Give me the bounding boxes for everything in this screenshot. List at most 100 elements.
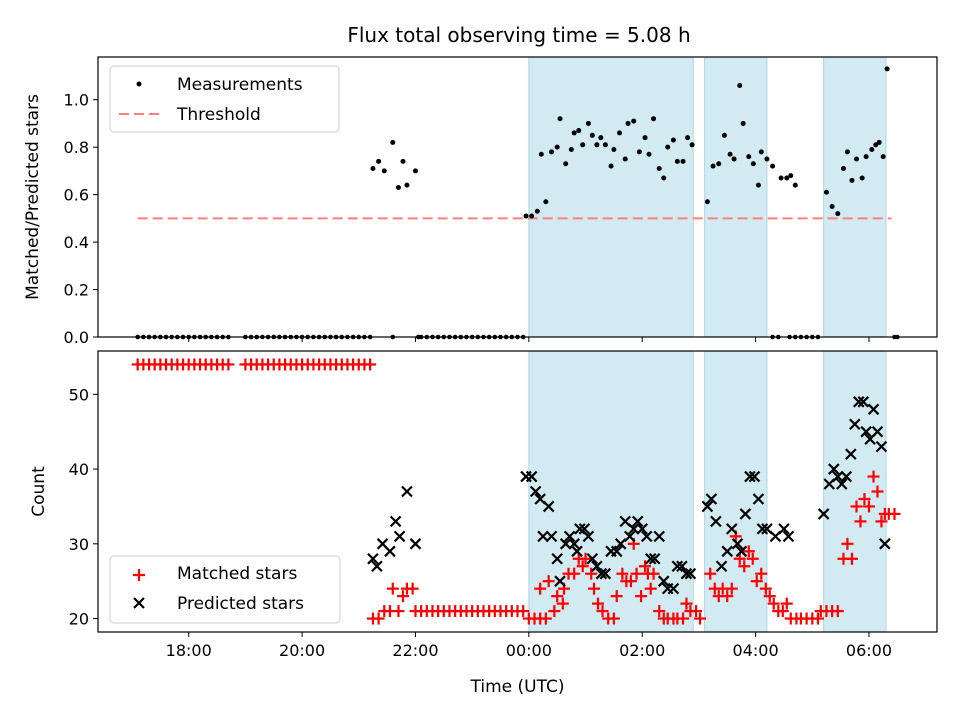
top-shaded-interval-0 (528, 56, 694, 338)
predicted-star-point (586, 552, 599, 565)
matched-star-point (396, 590, 409, 603)
matched-star-point (596, 605, 609, 618)
x-stroke (648, 552, 661, 565)
measurement-point (571, 130, 577, 136)
predicted-star-point (739, 508, 752, 520)
predicted-star-point (623, 530, 636, 543)
matched-star-point (888, 507, 901, 520)
predicted-star-point (554, 575, 566, 587)
matched-star-point (850, 500, 863, 513)
x-stroke (631, 515, 644, 528)
measurement-point (646, 151, 652, 157)
predicted-star-point (667, 582, 680, 595)
x-stroke (680, 567, 693, 580)
x-stroke (701, 500, 714, 513)
top-legend-box (109, 65, 340, 133)
x-stroke (735, 545, 748, 558)
measurement-point (529, 213, 535, 219)
x-stroke (554, 575, 566, 587)
matched-star-point (867, 470, 880, 483)
matched-star-point (871, 485, 884, 498)
matched-star-point (721, 590, 734, 603)
measurement-point (685, 135, 691, 141)
x-stroke (644, 552, 657, 565)
top-shaded-interval-2 (823, 56, 887, 338)
predicted-star-point (680, 567, 693, 580)
predicted-star-point (529, 485, 542, 498)
predicted-star-point (867, 403, 880, 416)
measurement-point (538, 151, 544, 157)
measurement-point (721, 132, 727, 138)
measurement-point (844, 149, 850, 155)
x-stroke (401, 485, 413, 498)
x-stroke (537, 530, 549, 543)
legend-predicted-marker (133, 597, 145, 609)
x-stroke (871, 425, 884, 438)
predicted-star-point (653, 530, 666, 543)
predicted-star-point (582, 530, 595, 543)
matched-star-point (694, 612, 707, 625)
measurement-point (859, 175, 865, 181)
measurement-point (710, 163, 716, 169)
predicted-star-point (849, 418, 861, 431)
x-stroke (657, 575, 670, 587)
matched-star-point (364, 358, 377, 371)
bottom-legend: Matched stars Predicted stars (109, 555, 341, 624)
matched-star-point (386, 582, 399, 595)
matched-star-point (534, 582, 547, 595)
measurement-point (576, 128, 582, 134)
x-stroke (574, 523, 586, 535)
matched-star-point (591, 597, 604, 610)
predicted-star-point (409, 538, 422, 550)
measurement-point (656, 166, 662, 172)
predicted-star-point (832, 470, 844, 483)
measurement-point (876, 139, 882, 145)
matched-star-point (862, 500, 875, 513)
measurement-point (563, 161, 569, 167)
measurement-point (661, 175, 667, 181)
bottom-y-tick-label: 30 (69, 535, 89, 554)
predicted-star-point (571, 545, 583, 558)
measurement-point (863, 154, 869, 160)
predicted-star-point (367, 552, 379, 565)
matched-star-point (767, 597, 780, 610)
x-stroke (371, 560, 383, 573)
x-stroke (739, 508, 752, 520)
chart-title: Flux total observing time = 5.08 h (347, 23, 690, 47)
x-stroke (676, 560, 688, 573)
bottom-y-tick-label: 40 (69, 460, 89, 479)
matched-star-point (841, 537, 854, 550)
measurement-point (840, 166, 846, 172)
measurement-point (390, 139, 396, 145)
top-y-tick-label: 1.0 (64, 91, 89, 110)
predicted-star-point (721, 545, 734, 558)
predicted-star-point (401, 485, 413, 498)
measurement-point (617, 130, 623, 136)
x-stroke (671, 560, 684, 573)
x-stroke (653, 530, 666, 543)
measurement-point (589, 132, 595, 138)
predicted-star-point (875, 440, 888, 453)
predicted-star-point (684, 567, 697, 580)
predicted-star-point (568, 538, 580, 550)
x-stroke (748, 470, 761, 483)
x-stroke (384, 545, 396, 558)
predicted-star-point (610, 545, 623, 558)
x-stroke (409, 538, 422, 550)
predicted-star-point (782, 530, 795, 543)
x-stroke (867, 403, 880, 416)
matched-star-point (725, 582, 738, 595)
predicted-star-point (701, 500, 714, 513)
measurement-point (784, 175, 790, 181)
x-stroke (619, 515, 631, 528)
predicted-star-point (744, 470, 756, 483)
measurement-point (670, 137, 676, 143)
legend-measurements-label: Measurements (177, 75, 303, 95)
x-stroke (828, 463, 840, 475)
x-stroke (551, 552, 563, 565)
predicted-star-point (731, 538, 744, 550)
x-stroke (761, 523, 773, 535)
matched-star-point (776, 605, 789, 618)
predicted-star-point (845, 448, 857, 460)
x-stroke (782, 530, 795, 543)
